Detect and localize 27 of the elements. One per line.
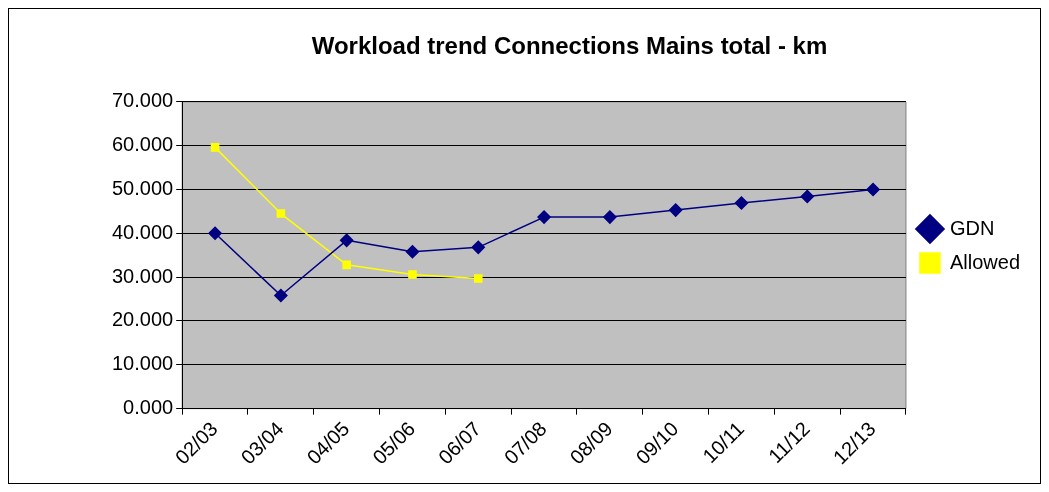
point — [339, 233, 354, 248]
point — [274, 288, 288, 303]
point — [473, 274, 483, 283]
point — [276, 209, 286, 218]
y-tick-label: 20.000 — [112, 308, 174, 331]
point — [800, 189, 815, 204]
point — [210, 143, 220, 152]
chart-title: Workload trend Connections Mains total - km — [311, 32, 828, 60]
y-tick-label: 50.000 — [112, 176, 174, 199]
legend-label: Allowed — [949, 250, 1021, 273]
point — [342, 260, 351, 270]
point — [405, 244, 420, 259]
point — [471, 240, 486, 255]
point — [537, 210, 551, 224]
y-tick-label: 30.000 — [112, 264, 174, 287]
point — [603, 210, 617, 224]
legend-label: GDN — [949, 216, 995, 239]
y-tick-label: 10.000 — [112, 352, 174, 375]
point — [734, 196, 749, 210]
point — [208, 226, 222, 241]
point — [866, 182, 880, 197]
point — [408, 270, 417, 279]
y-tick-label: 0.000 — [123, 396, 174, 419]
y-tick-label: 60.000 — [112, 133, 174, 156]
y-tick-label: 70.000 — [112, 89, 174, 112]
y-tick-label: 40.000 — [112, 220, 174, 243]
point — [668, 203, 683, 217]
